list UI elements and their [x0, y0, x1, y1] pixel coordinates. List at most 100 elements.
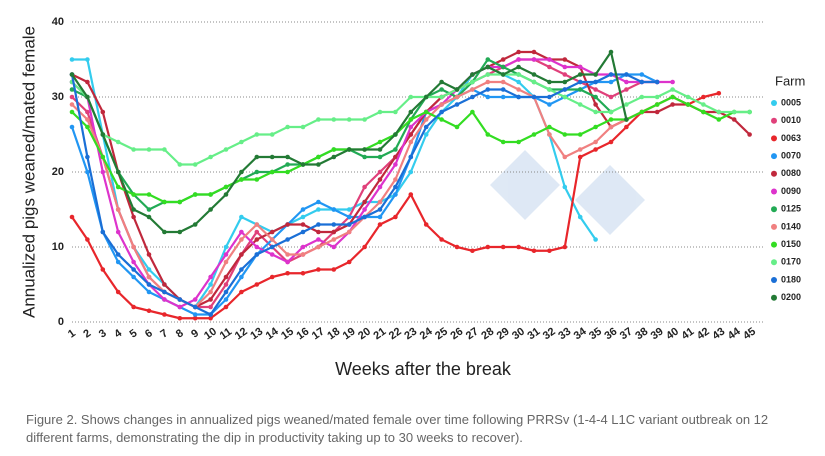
point — [562, 132, 568, 137]
point — [624, 72, 629, 77]
point — [577, 79, 583, 85]
x-tick-label: 20 — [356, 325, 373, 342]
point — [331, 222, 337, 227]
point — [269, 274, 275, 280]
point — [146, 267, 152, 272]
point — [69, 124, 75, 130]
point — [223, 259, 229, 265]
point — [131, 259, 136, 265]
point — [377, 199, 383, 205]
x-tick-label: 36 — [602, 325, 619, 342]
point — [115, 184, 121, 190]
point — [516, 49, 521, 55]
point — [639, 79, 645, 85]
point — [624, 79, 629, 85]
point — [115, 289, 121, 295]
x-tick-label: 31 — [525, 325, 542, 342]
point — [146, 282, 152, 287]
point — [439, 79, 444, 85]
point — [254, 169, 260, 175]
point — [192, 222, 198, 227]
point — [654, 109, 660, 115]
point — [423, 117, 429, 122]
point — [162, 199, 167, 205]
point — [439, 237, 444, 242]
legend-label: 0005 — [781, 97, 801, 107]
point — [685, 102, 691, 107]
point — [408, 132, 414, 137]
legend-marker — [771, 170, 777, 177]
point — [608, 49, 614, 55]
x-tick-label: 40 — [664, 325, 681, 342]
point — [608, 79, 614, 85]
point — [439, 109, 444, 115]
point — [208, 315, 213, 321]
x-tick-label: 6 — [143, 327, 155, 340]
point — [423, 222, 429, 227]
point — [254, 237, 260, 242]
point — [208, 282, 213, 287]
point — [577, 102, 583, 107]
point — [423, 94, 429, 100]
x-tick-label: 16 — [294, 325, 311, 342]
point — [254, 244, 260, 250]
point — [100, 229, 106, 235]
point — [593, 124, 598, 130]
point — [470, 248, 475, 254]
point — [531, 72, 537, 77]
point — [716, 90, 722, 96]
point — [223, 274, 229, 280]
point — [439, 102, 444, 107]
x-tick-label: 25 — [433, 325, 450, 342]
point — [624, 87, 629, 92]
point — [608, 94, 614, 100]
point — [562, 94, 568, 100]
point — [670, 87, 675, 92]
point — [85, 237, 90, 242]
point — [562, 244, 568, 250]
legend-marker — [771, 188, 777, 195]
point — [716, 109, 722, 115]
point — [69, 72, 75, 77]
point — [624, 124, 629, 130]
point — [608, 109, 614, 115]
point — [393, 192, 398, 197]
point — [362, 199, 367, 205]
x-tick-label: 21 — [371, 325, 388, 342]
point — [254, 132, 260, 137]
point — [547, 124, 552, 130]
point — [254, 282, 260, 287]
point — [208, 192, 213, 197]
x-tick-label: 29 — [495, 325, 512, 342]
point — [115, 139, 121, 145]
caption: Figure 2. Shows changes in annualized pi… — [26, 412, 769, 445]
point — [547, 79, 552, 85]
point — [115, 229, 121, 235]
point — [516, 94, 521, 100]
point — [639, 94, 645, 100]
point — [316, 199, 321, 205]
point — [716, 117, 722, 122]
point — [408, 192, 414, 197]
point — [331, 244, 337, 250]
point — [454, 124, 460, 130]
point — [377, 207, 383, 212]
point — [285, 124, 290, 130]
point — [162, 289, 167, 295]
legend-marker — [771, 135, 777, 142]
point — [177, 162, 183, 167]
point — [192, 162, 198, 167]
point — [269, 229, 275, 235]
point — [516, 72, 521, 77]
point — [485, 244, 491, 250]
x-tick-label: 17 — [310, 325, 327, 342]
x-tick-label: 11 — [218, 326, 234, 343]
x-tick-label: 38 — [633, 325, 650, 342]
point — [531, 79, 537, 85]
point — [316, 207, 321, 212]
point — [192, 304, 198, 310]
point — [223, 282, 229, 287]
y-tick-label: 20 — [52, 166, 64, 178]
point — [146, 289, 152, 295]
point — [162, 229, 167, 235]
